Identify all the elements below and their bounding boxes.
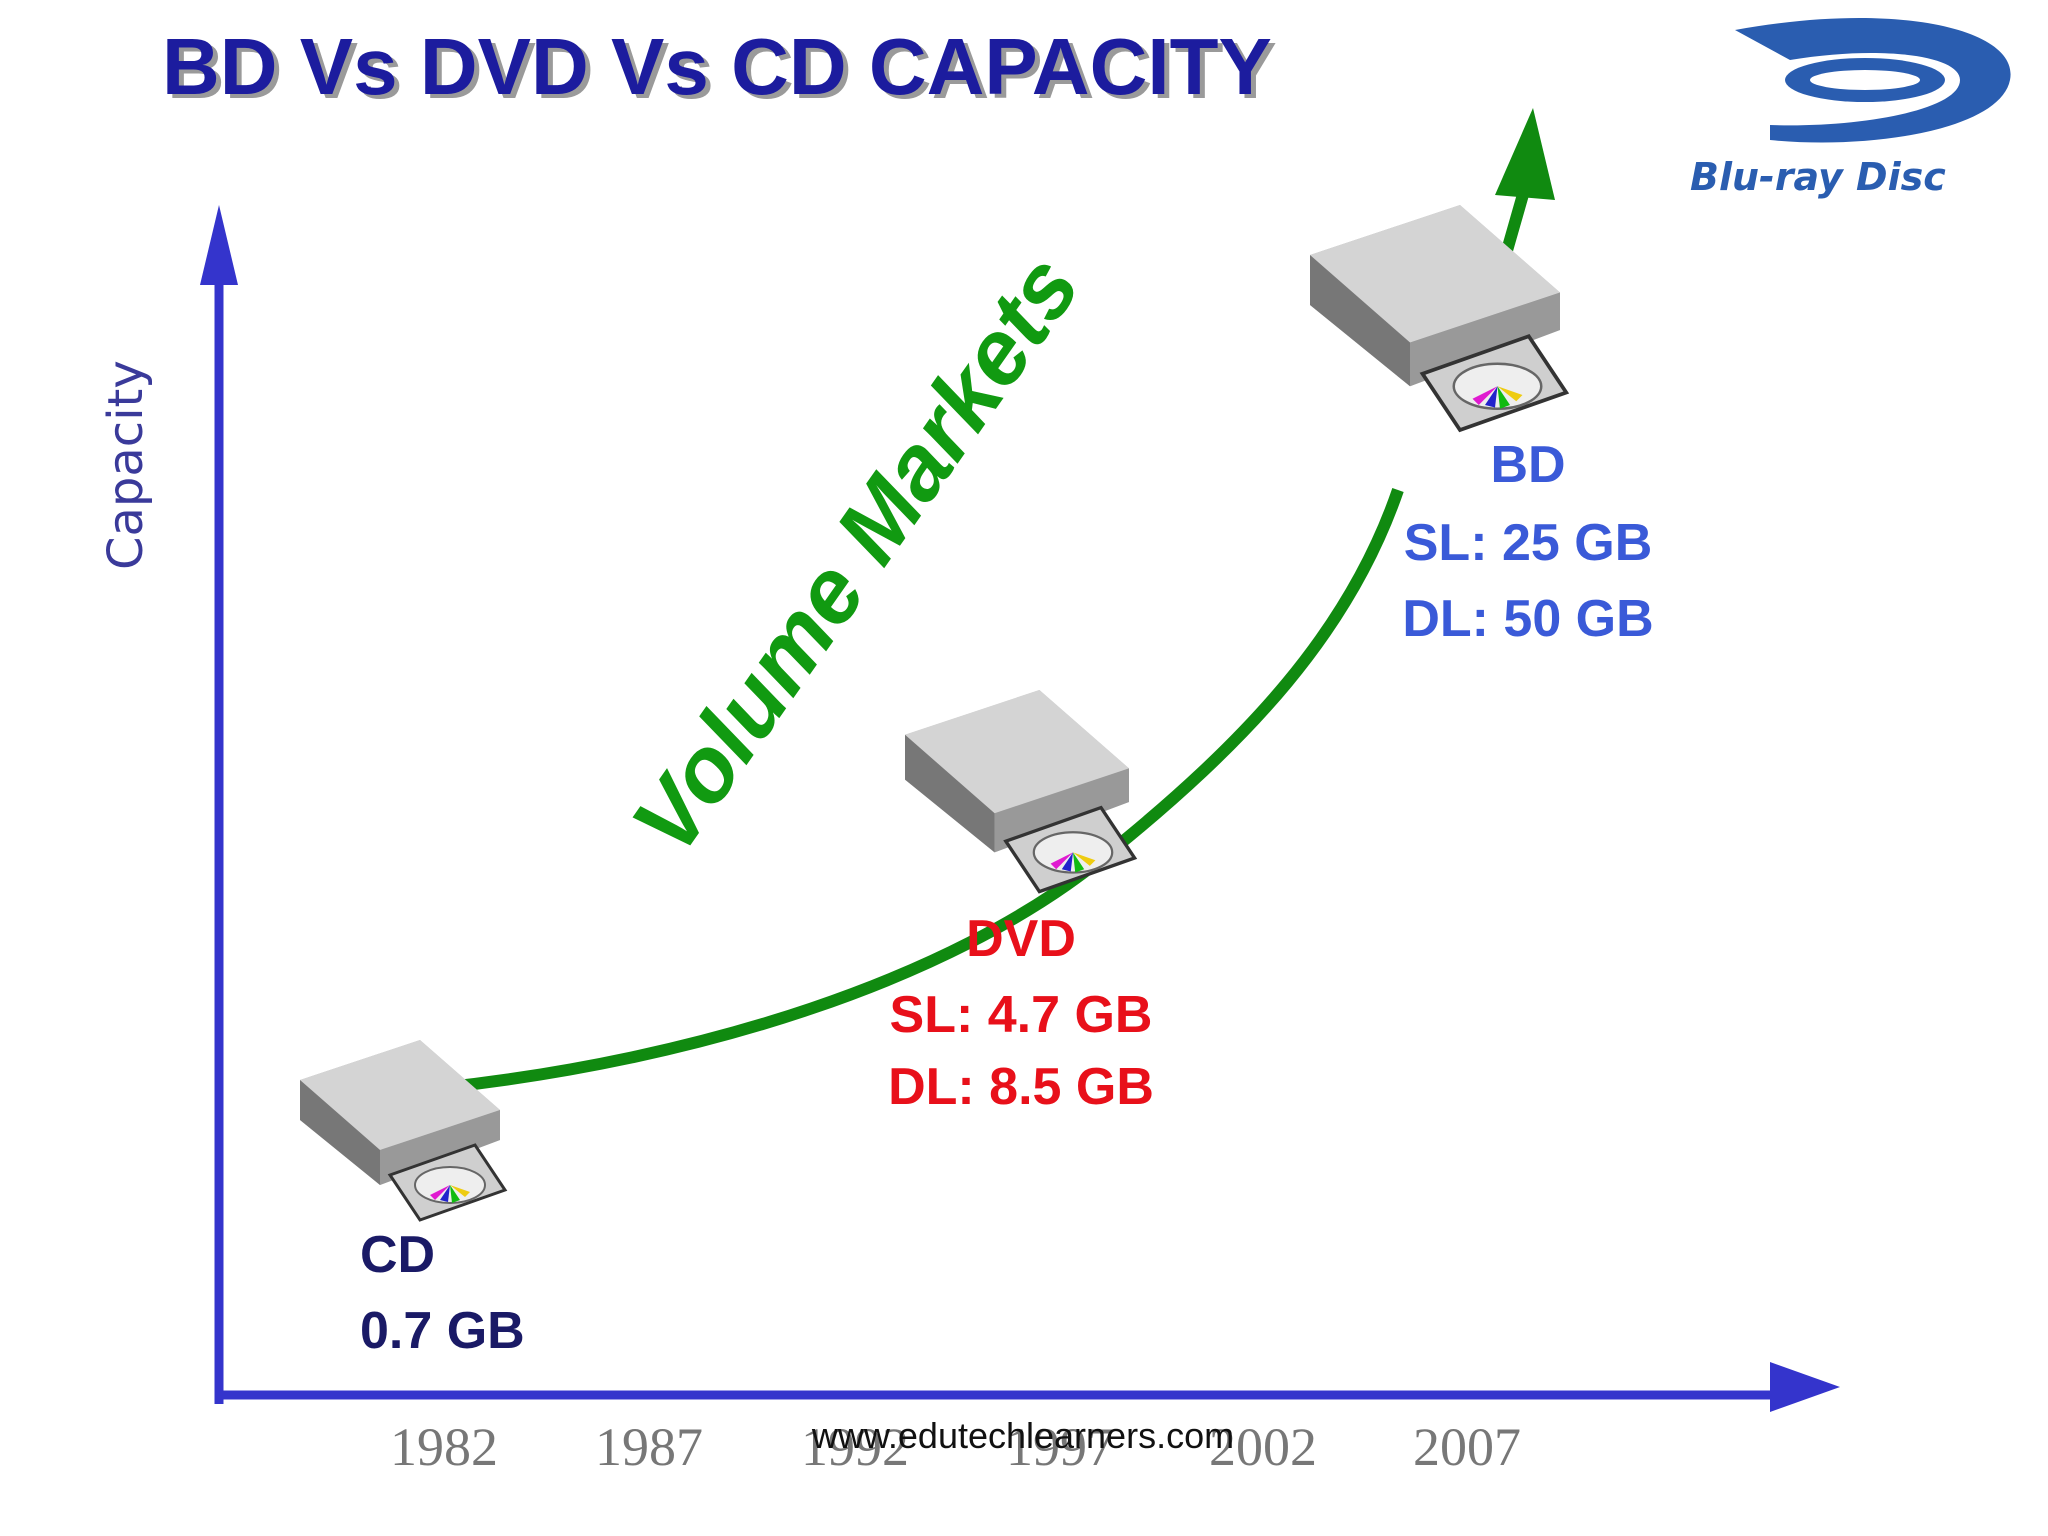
bd-drive xyxy=(1308,203,1569,432)
cd-label: CD 0.7 GB xyxy=(360,1226,525,1360)
item-name: BD xyxy=(1490,436,1565,494)
year-label: 1982 xyxy=(390,1417,498,1477)
title-shadow: BD Vs DVD Vs CD CAPACITY xyxy=(167,26,1277,115)
watermark: www.edutechlearners.com xyxy=(811,1415,1234,1456)
logo-text: Blu-ray Disc xyxy=(1690,155,1946,199)
bd-label: BD SL: 25 GB DL: 50 GB xyxy=(1402,436,1653,648)
x-arrow xyxy=(1770,1362,1840,1412)
item-name: CD xyxy=(360,1226,435,1284)
title: BD Vs DVD Vs CD CAPACITY xyxy=(162,22,1272,111)
y-axis-label: Capacity xyxy=(98,360,154,570)
y-arrow xyxy=(200,205,238,285)
year-label: 2007 xyxy=(1413,1417,1521,1477)
item-line: 0.7 GB xyxy=(360,1302,525,1360)
year-label: 2002 xyxy=(1209,1417,1317,1477)
year-label: 1992 xyxy=(801,1417,909,1477)
dvd-label: DVD SL: 4.7 GB DL: 8.5 GB xyxy=(888,910,1154,1116)
year-label: 1997 xyxy=(1006,1417,1114,1477)
item-line: DL: 50 GB xyxy=(1402,590,1653,648)
growth-arrowhead xyxy=(1495,108,1555,200)
x-labels: 1982 1987 1992 1997 2002 2007 xyxy=(390,1417,1521,1477)
item-line: SL: 25 GB xyxy=(1404,514,1653,572)
axes xyxy=(200,205,1840,1412)
year-label: 1987 xyxy=(595,1417,703,1477)
item-line: SL: 4.7 GB xyxy=(890,986,1153,1044)
item-line: DL: 8.5 GB xyxy=(888,1058,1154,1116)
item-name: DVD xyxy=(966,910,1076,968)
logo: Blu-ray Disc xyxy=(1690,18,2011,199)
cd-drive xyxy=(298,1038,507,1222)
dvd-drive xyxy=(903,688,1137,894)
